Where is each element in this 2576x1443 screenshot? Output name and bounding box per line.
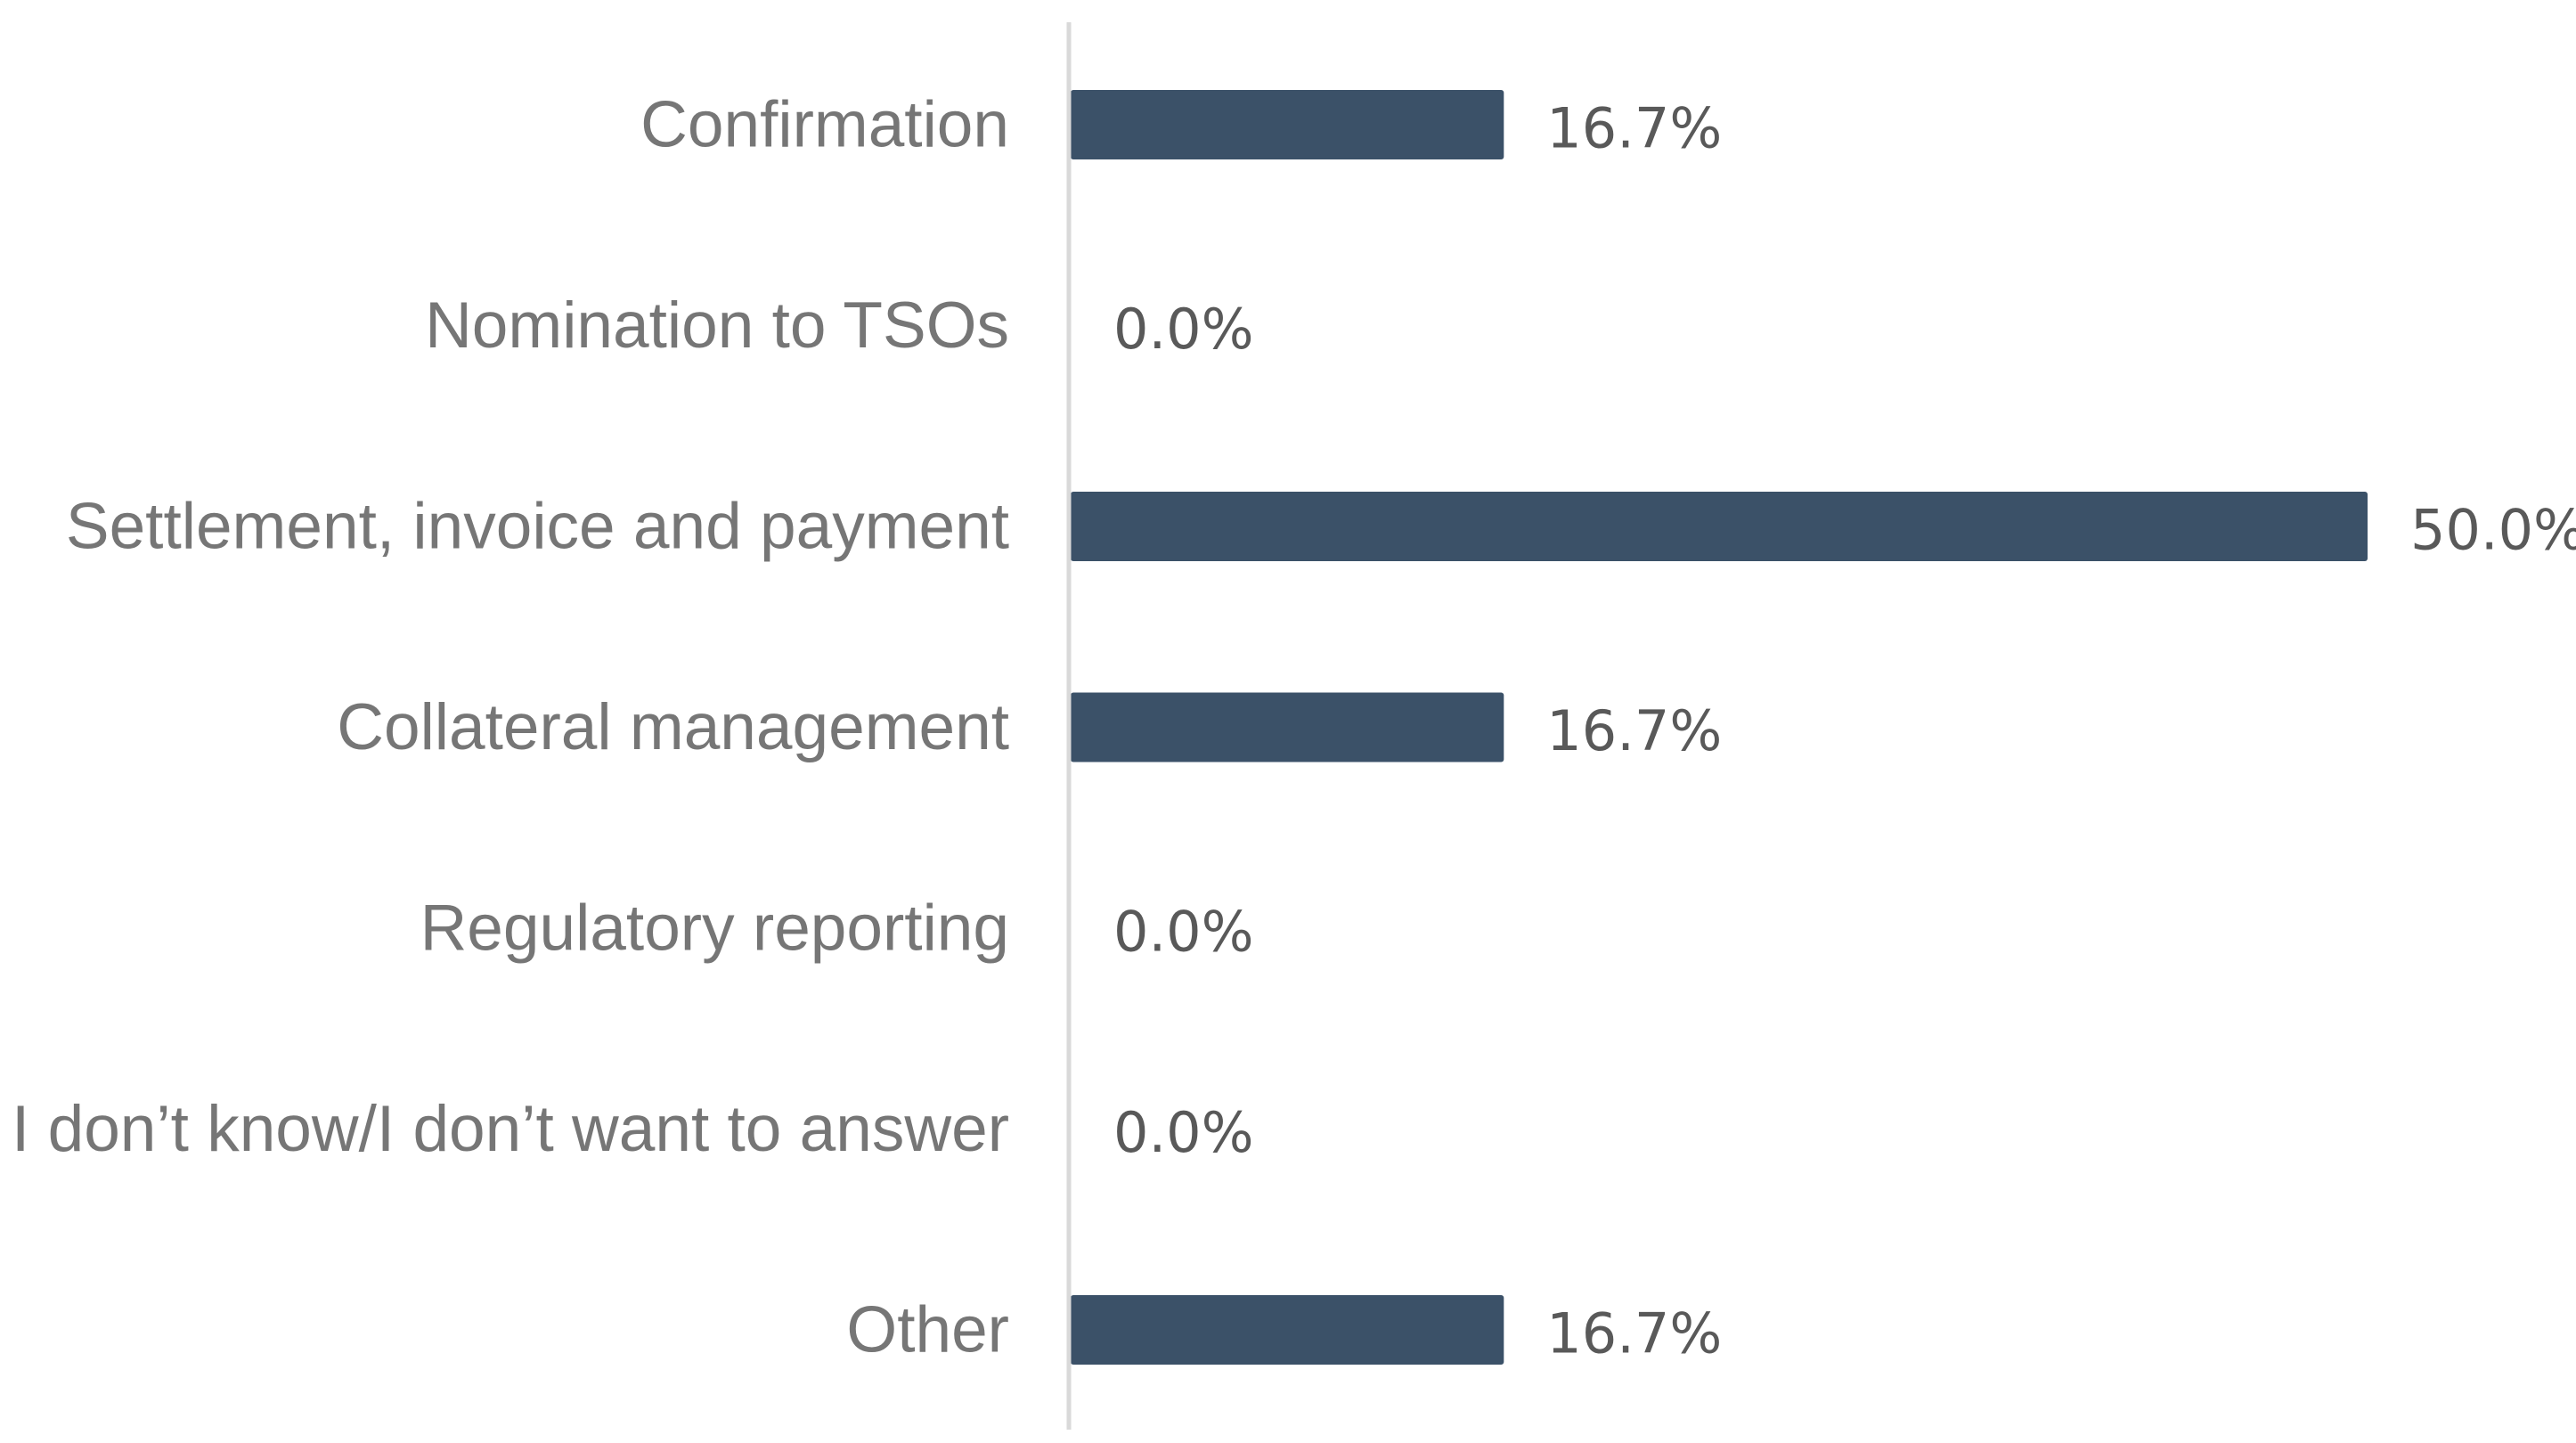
data-label: 0.0% — [1113, 900, 1254, 965]
bar — [1071, 1295, 1504, 1365]
data-label: 50.0% — [2410, 498, 2576, 563]
data-label: 16.7% — [1546, 698, 1722, 763]
category-label: Settlement, invoice and payment — [66, 491, 1009, 563]
data-label: 0.0% — [1113, 297, 1254, 362]
bars-layer — [1071, 90, 2368, 1365]
labels-layer: Confirmation 16.7% Nomination to TSOs 0.0% S… — [12, 89, 2576, 1366]
category-label: Confirmation — [640, 89, 1009, 161]
data-label: 16.7% — [1546, 96, 1722, 161]
category-label: Collateral management — [337, 691, 1009, 763]
bar — [1071, 692, 1504, 762]
category-label: Nomination to TSOs — [425, 289, 1009, 362]
bar — [1071, 90, 1504, 159]
data-label: 0.0% — [1113, 1100, 1254, 1165]
category-label: Regulatory reporting — [420, 893, 1009, 965]
category-label: Other — [846, 1294, 1009, 1366]
category-label: I don’t know/I don’t want to answer — [12, 1093, 1009, 1165]
bar — [1071, 492, 2368, 561]
data-label: 16.7% — [1546, 1301, 1722, 1366]
